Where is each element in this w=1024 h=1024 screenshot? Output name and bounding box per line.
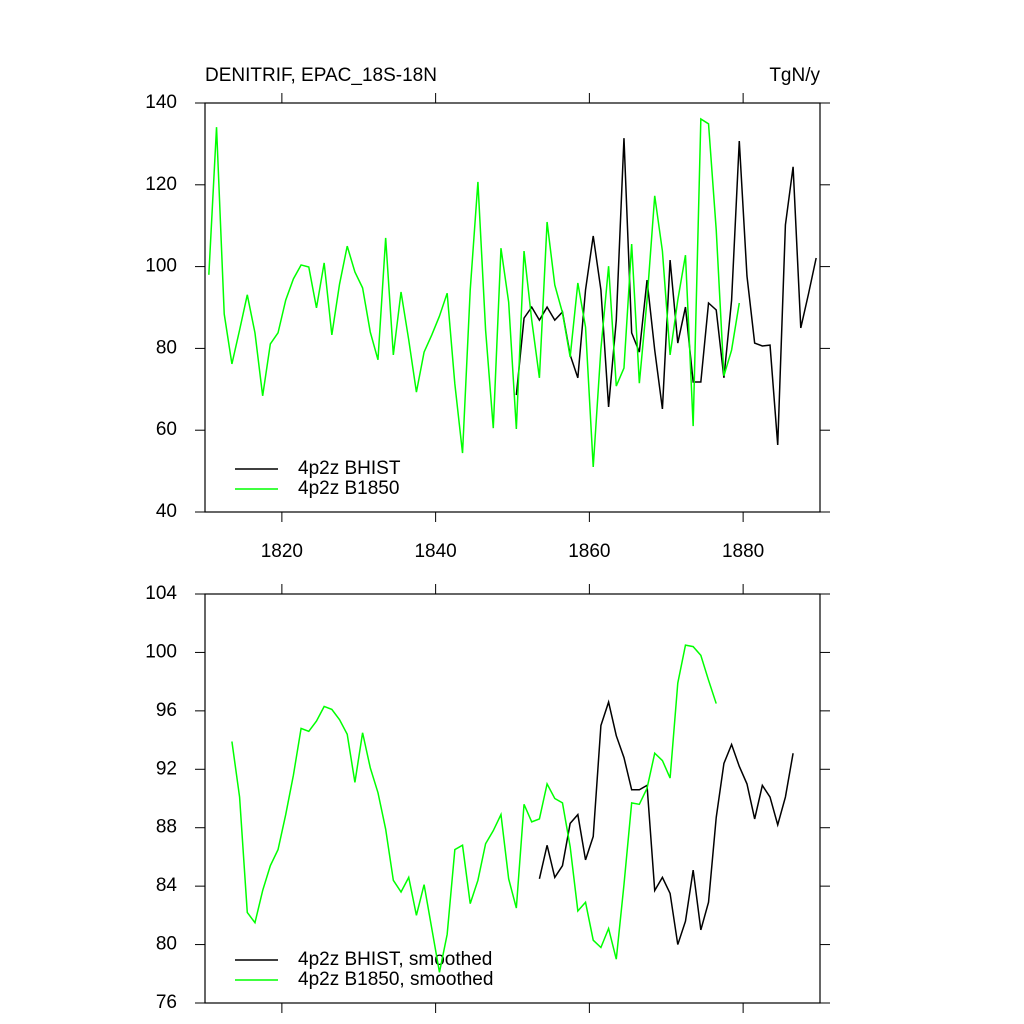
y-tick-label: 100 xyxy=(145,641,177,662)
plot-frame xyxy=(204,593,821,1004)
y-tick-label: 96 xyxy=(156,700,177,721)
y-tick-label: 84 xyxy=(156,875,178,896)
y-tick-label: 120 xyxy=(145,174,177,195)
data-line xyxy=(515,138,817,445)
y-tick-label: 88 xyxy=(156,817,177,838)
legend-label: 4p2z B1850 xyxy=(298,478,399,499)
data-line xyxy=(208,117,741,468)
legend-label: 4p2z B1850, smoothed xyxy=(298,969,493,990)
y-tick-label: 80 xyxy=(156,337,177,358)
plot-frame xyxy=(204,102,821,513)
y-tick-label: 80 xyxy=(156,934,177,955)
chart-title: DENITRIF, EPAC_18S-18N xyxy=(205,65,437,86)
x-tick-label: 1820 xyxy=(261,541,303,562)
legend-label: 4p2z BHIST xyxy=(298,458,401,479)
x-tick-label: 1860 xyxy=(568,541,610,562)
y-tick-label: 104 xyxy=(145,583,177,604)
x-tick-label: 1840 xyxy=(414,541,456,562)
y-tick-label: 60 xyxy=(156,419,177,440)
x-tick-label: 1880 xyxy=(722,541,764,562)
y-tick-label: 140 xyxy=(145,92,177,113)
y-tick-label: 40 xyxy=(156,501,177,522)
y-tick-label: 100 xyxy=(145,256,177,277)
data-line xyxy=(538,699,794,945)
units-label: TgN/y xyxy=(769,65,820,86)
legend-label: 4p2z BHIST, smoothed xyxy=(298,949,492,970)
data-line xyxy=(231,644,717,973)
y-tick-label: 76 xyxy=(156,992,177,1013)
y-tick-label: 92 xyxy=(156,758,177,779)
